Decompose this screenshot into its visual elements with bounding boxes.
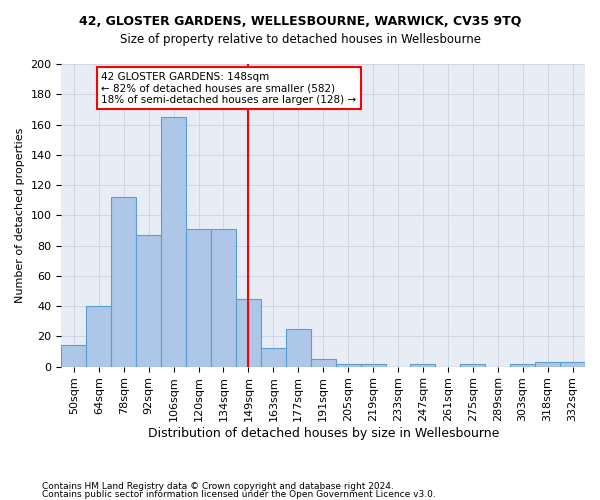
Bar bbox=[460, 364, 485, 366]
Bar bbox=[161, 117, 186, 366]
Bar bbox=[211, 229, 236, 366]
Text: Contains public sector information licensed under the Open Government Licence v3: Contains public sector information licen… bbox=[42, 490, 436, 499]
Bar bbox=[61, 346, 86, 366]
Bar bbox=[236, 298, 261, 366]
Bar bbox=[361, 364, 386, 366]
Bar bbox=[535, 362, 560, 366]
Bar bbox=[111, 197, 136, 366]
Text: 42 GLOSTER GARDENS: 148sqm
← 82% of detached houses are smaller (582)
18% of sem: 42 GLOSTER GARDENS: 148sqm ← 82% of deta… bbox=[101, 72, 356, 105]
Bar bbox=[510, 364, 535, 366]
Bar bbox=[410, 364, 436, 366]
Text: Contains HM Land Registry data © Crown copyright and database right 2024.: Contains HM Land Registry data © Crown c… bbox=[42, 482, 394, 491]
Bar bbox=[261, 348, 286, 366]
Bar bbox=[286, 329, 311, 366]
Text: 42, GLOSTER GARDENS, WELLESBOURNE, WARWICK, CV35 9TQ: 42, GLOSTER GARDENS, WELLESBOURNE, WARWI… bbox=[79, 15, 521, 28]
Bar bbox=[86, 306, 111, 366]
Bar bbox=[136, 235, 161, 366]
Bar bbox=[311, 359, 335, 366]
Text: Size of property relative to detached houses in Wellesbourne: Size of property relative to detached ho… bbox=[119, 32, 481, 46]
X-axis label: Distribution of detached houses by size in Wellesbourne: Distribution of detached houses by size … bbox=[148, 427, 499, 440]
Bar bbox=[335, 364, 361, 366]
Y-axis label: Number of detached properties: Number of detached properties bbox=[15, 128, 25, 303]
Bar bbox=[560, 362, 585, 366]
Bar bbox=[186, 229, 211, 366]
